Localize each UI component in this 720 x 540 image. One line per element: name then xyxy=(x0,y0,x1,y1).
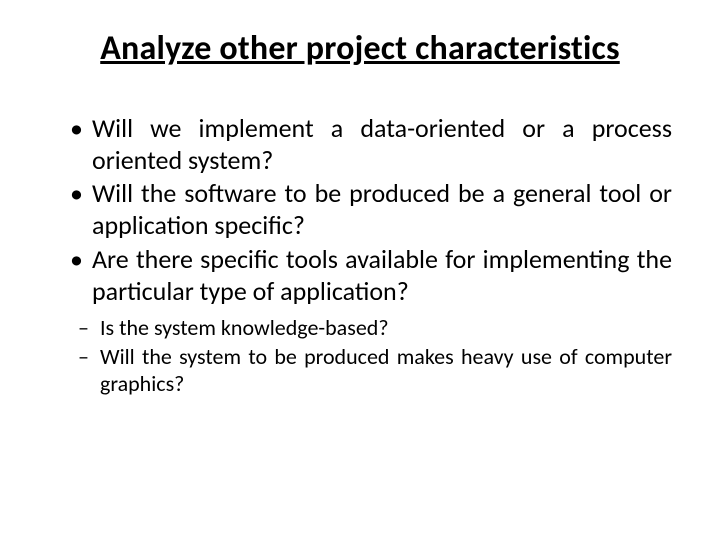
bullet-item: Will the software to be produced be a ge… xyxy=(70,178,672,241)
sub-bullet-item: Is the system knowledge-based? xyxy=(78,315,672,342)
bullet-item: Will we implement a data-oriented or a p… xyxy=(70,113,672,176)
slide-title: Analyze other project characteristics xyxy=(48,28,672,69)
slide: Analyze other project characteristics Wi… xyxy=(0,0,720,540)
sub-bullet-list: Is the system knowledge-based? Will the … xyxy=(48,315,672,397)
bullet-list: Will we implement a data-oriented or a p… xyxy=(48,113,672,307)
bullet-item: Are there specific tools available for i… xyxy=(70,244,672,307)
sub-bullet-item: Will the system to be produced makes hea… xyxy=(78,344,672,398)
